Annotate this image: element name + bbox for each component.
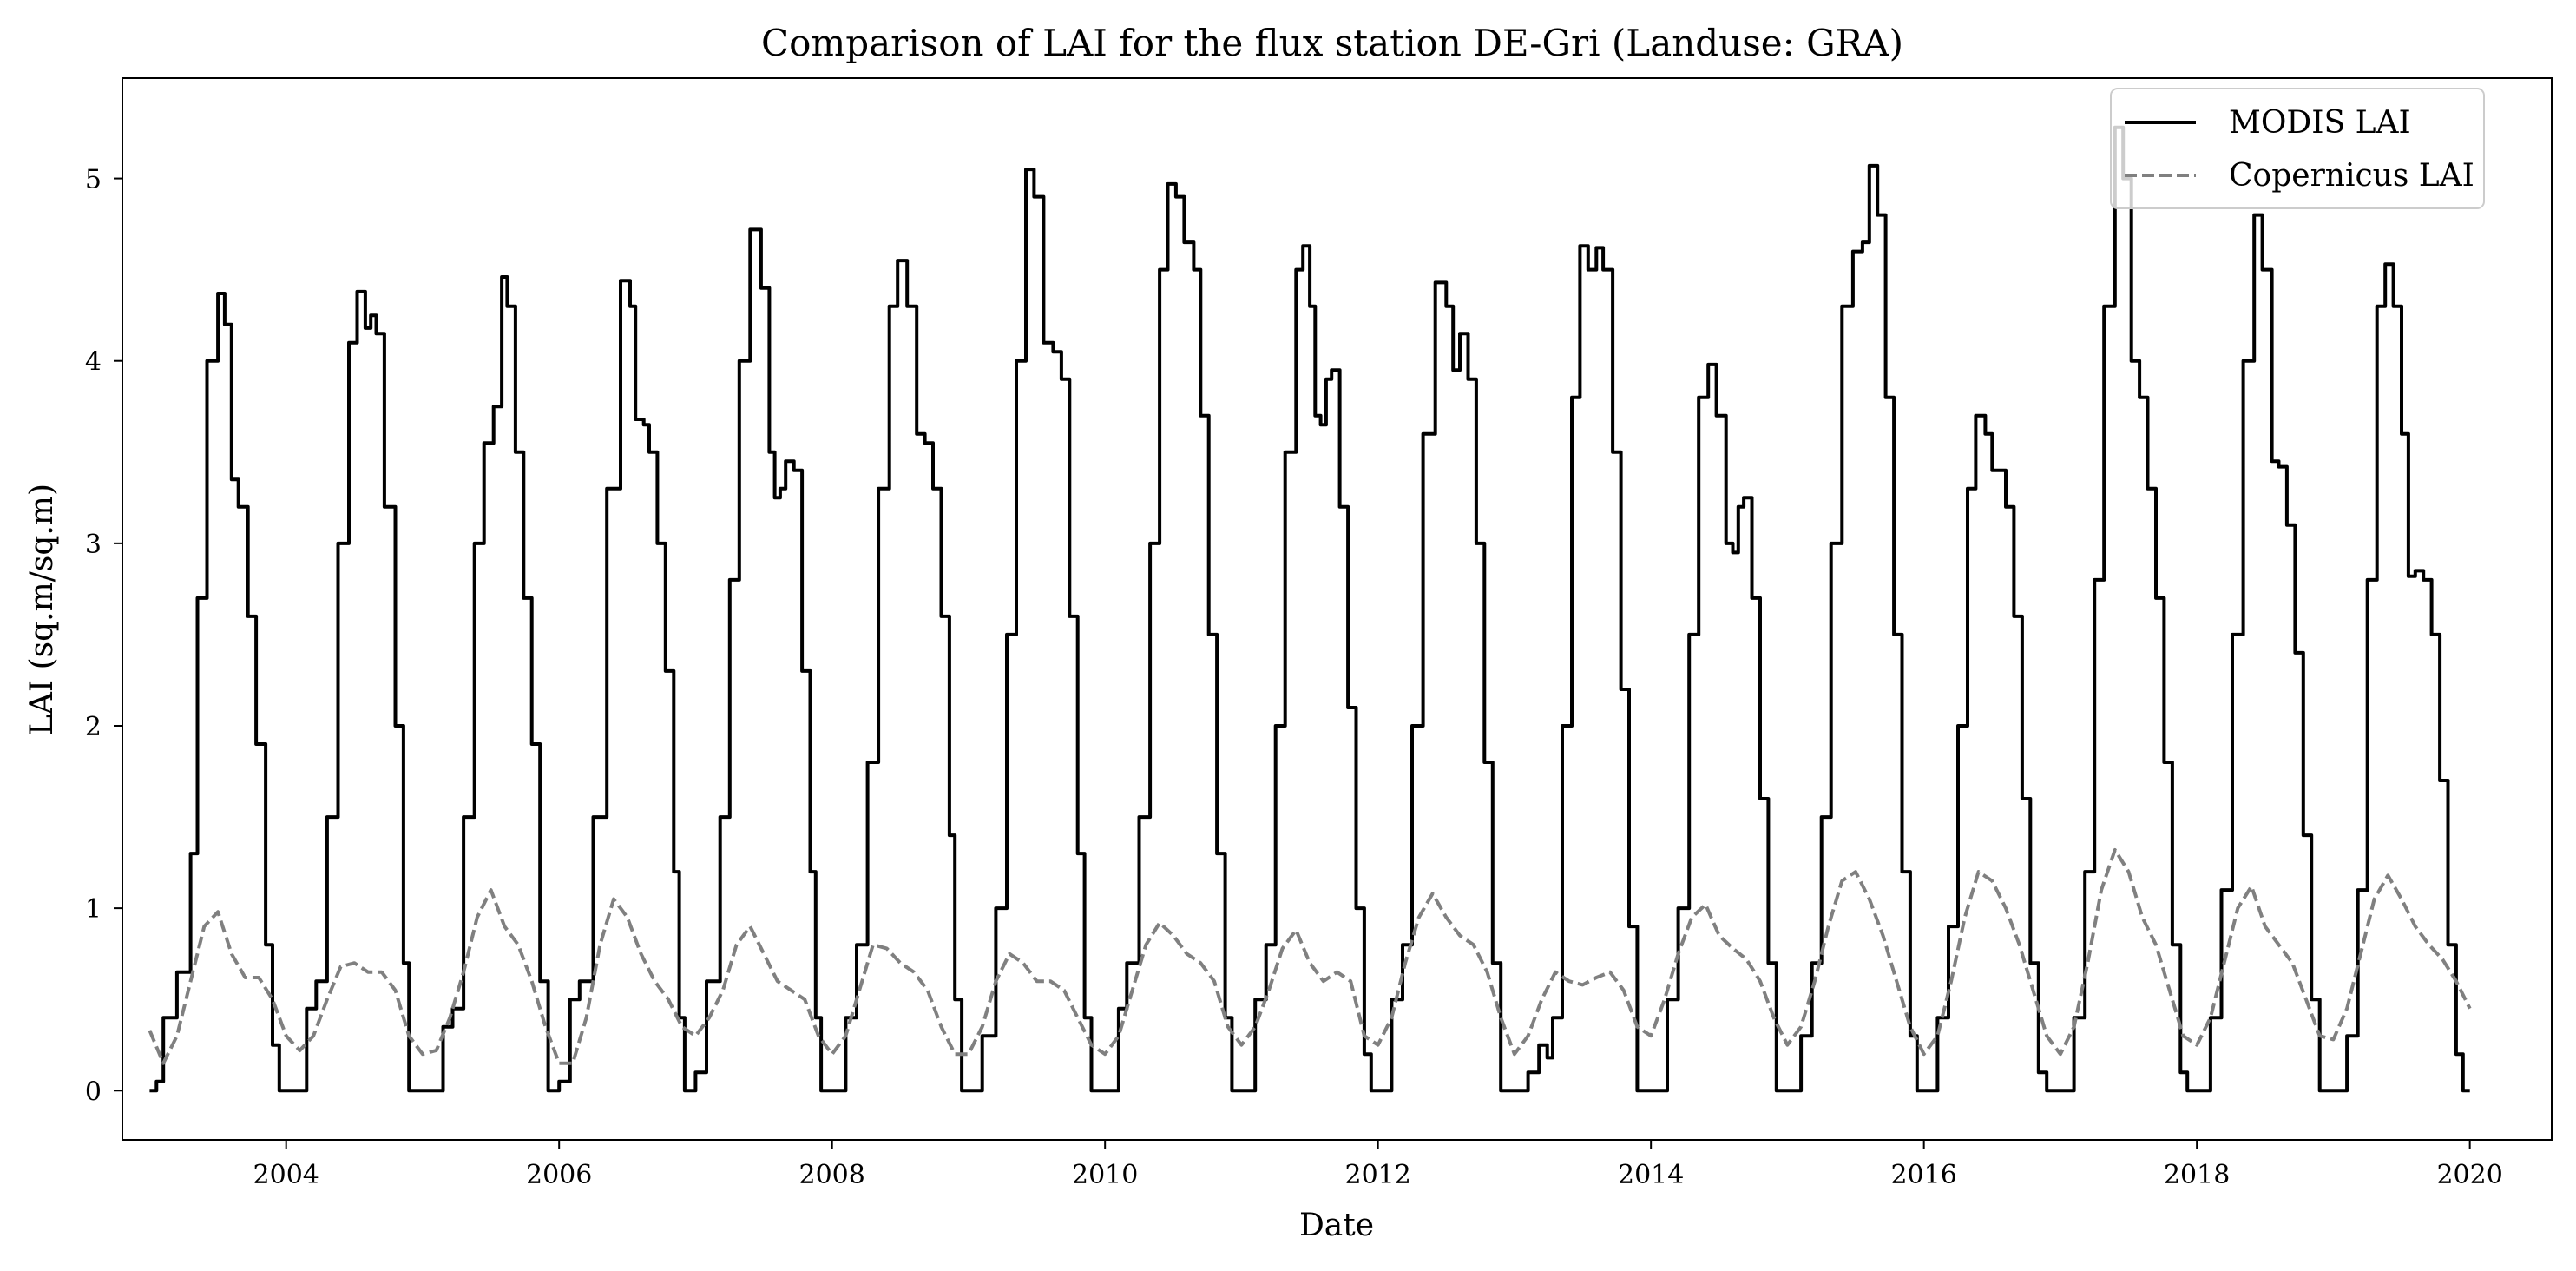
y-tick-label: 3 — [85, 530, 102, 560]
chart-title: Comparison of LAI for the flux station D… — [761, 22, 1903, 64]
y-tick-label: 4 — [85, 347, 102, 378]
x-tick-label: 2012 — [1344, 1160, 1410, 1190]
y-tick-label: 2 — [85, 712, 102, 742]
axes-frame — [122, 77, 2553, 1141]
x-tick-label: 2010 — [1072, 1160, 1138, 1190]
legend: MODIS LAI Copernicus LAI — [2110, 88, 2485, 209]
legend-box — [2110, 88, 2485, 209]
plot-area — [148, 125, 2472, 1093]
y-axis: 0 1 2 3 4 5 — [85, 165, 122, 1107]
y-axis-label: LAI (sq.m/sq.m) — [24, 484, 60, 735]
legend-label-modis: MODIS LAI — [2229, 105, 2411, 141]
x-tick-label: 2018 — [2164, 1160, 2230, 1190]
x-tick-label: 2020 — [2436, 1160, 2502, 1190]
x-tick-label: 2016 — [1890, 1160, 1956, 1190]
y-tick-label: 0 — [85, 1077, 102, 1107]
legend-label-copernicus: Copernicus LAI — [2229, 158, 2474, 194]
x-axis: 2004 2006 2008 2010 2012 2014 2016 2018 2020 — [253, 1140, 2503, 1190]
y-tick-label: 1 — [85, 894, 102, 925]
y-tick-label: 5 — [85, 165, 102, 195]
x-tick-label: 2014 — [1618, 1160, 1684, 1190]
x-tick-label: 2008 — [799, 1160, 865, 1190]
series-line-copernicus — [148, 847, 2472, 1065]
x-tick-label: 2006 — [526, 1160, 592, 1190]
x-axis-label: Date — [1299, 1208, 1374, 1243]
series-line-modis — [149, 125, 2470, 1093]
x-tick-label: 2004 — [253, 1160, 319, 1190]
